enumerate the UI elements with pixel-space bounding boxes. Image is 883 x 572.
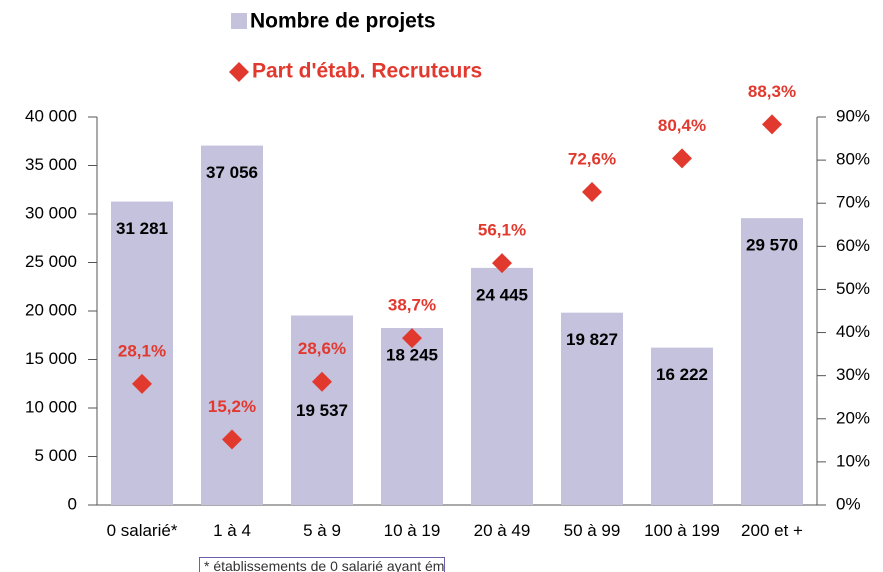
bar [381, 328, 443, 505]
point [312, 371, 332, 392]
y-tick-label: 40 000 [25, 106, 77, 125]
bar [471, 267, 533, 505]
bar-value-label: 24 445 [476, 285, 528, 304]
legend-label: Part d'étab. Recruteurs [252, 60, 482, 83]
point [672, 148, 692, 169]
bar [651, 347, 713, 505]
point [492, 253, 512, 274]
y-tick-label: 5 000 [34, 446, 77, 465]
y-tick-label: 10 000 [25, 397, 77, 416]
x-tick-label: 10 à 19 [383, 521, 441, 540]
x-tick-label: 200 et + [741, 521, 803, 540]
point [132, 373, 152, 394]
y2-tick-label: 70% [836, 193, 870, 212]
bar-value-label: 19 537 [296, 401, 348, 420]
bar [291, 315, 353, 505]
x-tick-label: 0 salarié* [106, 521, 178, 540]
bar [201, 145, 263, 505]
bar-value-label: 18 245 [386, 346, 438, 365]
point-value-label: 38,7% [388, 296, 436, 315]
point [582, 182, 602, 203]
point [402, 328, 422, 349]
y2-tick-label: 10% [836, 451, 870, 470]
bar-value-label: 29 570 [746, 236, 798, 255]
y2-tick-label: 60% [836, 236, 870, 255]
x-tick-label: 5 à 9 [303, 521, 341, 540]
point-value-label: 15,2% [208, 397, 256, 416]
y-tick-label: 35 000 [25, 155, 77, 174]
point-value-label: 88,3% [748, 82, 796, 101]
point [762, 114, 782, 135]
bar [561, 312, 623, 505]
bar-value-label: 16 222 [656, 365, 708, 384]
x-tick-label: 1 à 4 [213, 521, 251, 540]
y2-tick-label: 30% [836, 365, 870, 384]
y2-tick-label: 80% [836, 150, 870, 169]
y2-tick-label: 50% [836, 279, 870, 298]
y2-tick-label: 40% [836, 322, 870, 341]
bar-value-label: 31 281 [116, 219, 168, 238]
bar-value-label: 19 827 [566, 330, 618, 349]
point [222, 429, 242, 450]
y-tick-label: 15 000 [25, 349, 77, 368]
y-tick-label: 0 [68, 494, 77, 513]
bar [111, 201, 173, 506]
x-tick-label: 20 à 49 [473, 521, 531, 540]
point-value-label: 28,1% [118, 341, 166, 360]
x-tick-label: 50 à 99 [563, 521, 621, 540]
y-tick-label: 25 000 [25, 252, 77, 271]
x-tick-label: 100 à 199 [644, 521, 720, 540]
point-value-label: 80,4% [658, 116, 706, 135]
point-value-label: 72,6% [568, 149, 616, 168]
bar-value-label: 37 056 [206, 163, 258, 182]
legend-swatch [229, 62, 249, 82]
footnote: * établissements de 0 salarié ayant émis… [199, 557, 445, 572]
legend-label: Nombre de projets [250, 10, 436, 33]
point-value-label: 56,1% [478, 221, 526, 240]
y-tick-label: 30 000 [25, 203, 77, 222]
y-tick-label: 20 000 [25, 300, 77, 319]
point-value-label: 28,6% [298, 339, 346, 358]
legend-swatch [231, 13, 247, 29]
bar [741, 218, 803, 505]
y2-tick-label: 20% [836, 408, 870, 427]
y2-tick-label: 0% [836, 494, 861, 513]
y2-tick-label: 90% [836, 106, 870, 125]
